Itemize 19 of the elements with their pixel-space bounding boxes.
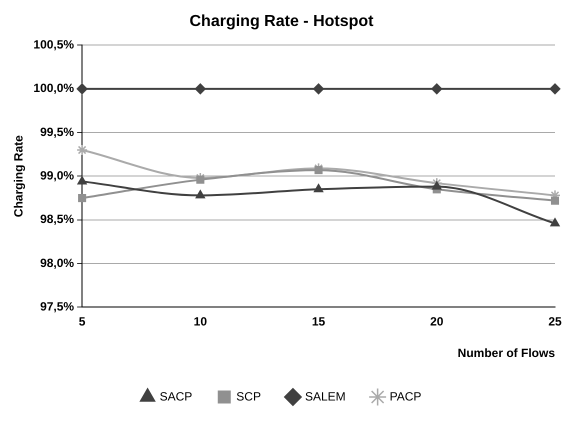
x-tick-label: 20 [430,314,444,329]
y-tick-label: 100,0% [33,81,74,96]
y-tick-label: 98,0% [40,256,74,270]
x-tick-label: 25 [548,314,562,329]
y-axis-title: Charging Rate [12,134,26,218]
legend-label: SCP [236,389,261,404]
y-tick-label: 97,5% [40,300,74,314]
y-tick-label: 99,0% [40,168,74,183]
chart-title: Charging Rate - Hotspot [190,13,374,30]
legend-label: PACP [390,389,422,404]
y-tick-label: 100,5% [33,38,74,52]
legend-label: SALEM [304,389,346,404]
legend-label: SACP [160,389,192,404]
x-axis-title: Number of Flows [458,346,556,360]
y-tick-label: 98,5% [40,212,74,226]
x-tick-label: 10 [194,314,208,329]
x-tick-label: 15 [312,314,326,329]
x-tick-label: 5 [78,314,86,329]
y-tick-label: 99,5% [40,124,74,139]
